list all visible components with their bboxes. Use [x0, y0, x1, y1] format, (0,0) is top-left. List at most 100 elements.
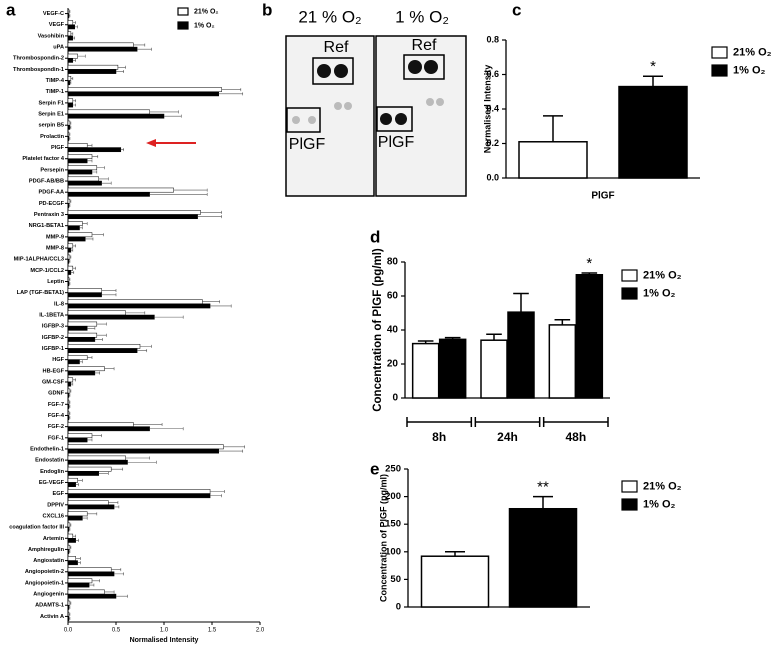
error-bar [513, 292, 529, 313]
error-bar [87, 438, 93, 442]
panel-label: a [6, 0, 16, 19]
bar [67, 136, 70, 141]
error-bar [92, 579, 100, 583]
error-bar [218, 92, 244, 96]
bar [67, 232, 93, 238]
y-tick-label: Angiogenin [33, 592, 64, 598]
y-tick-label: uPA [53, 45, 64, 51]
y-tick-label: GDNF [48, 391, 64, 397]
error-bar [87, 326, 96, 330]
error-bar [72, 21, 76, 25]
y-tick-label: Angiopoietin-2 [25, 569, 64, 575]
bar [67, 415, 70, 420]
bar [67, 292, 102, 298]
bar [67, 191, 150, 197]
spot [344, 102, 352, 110]
arrow-head [146, 139, 156, 147]
bar [67, 165, 98, 171]
bar [67, 254, 71, 260]
y-tick-label: 0.6 [486, 69, 499, 79]
error-bar [75, 538, 79, 542]
legend-label: 1% O₂ [194, 22, 215, 29]
bar [67, 593, 117, 599]
error-bar [87, 512, 98, 516]
error-bar [68, 404, 71, 408]
bar [67, 281, 70, 287]
y-tick-label: 0.2 [486, 138, 499, 148]
legend-swatch [711, 64, 728, 77]
error-bar [154, 315, 184, 319]
membrane-title: 21 % O₂ [298, 7, 361, 26]
error-bar [200, 210, 222, 214]
bar [67, 515, 83, 521]
spot [317, 64, 331, 78]
bar [67, 493, 211, 499]
bar [67, 410, 70, 416]
error-bar [74, 25, 78, 29]
y-tick-label: ADAMTS-1 [35, 603, 64, 609]
error-bar [72, 266, 76, 270]
bar [67, 20, 74, 25]
plgf-label: PlGF [378, 134, 415, 151]
bar [438, 338, 467, 399]
error-bar [72, 244, 76, 248]
bar [67, 236, 86, 242]
bar [67, 46, 138, 52]
bar [67, 57, 74, 63]
error-bar [69, 601, 72, 605]
error-bar [68, 605, 71, 609]
bar [67, 124, 71, 130]
bar [67, 325, 88, 331]
bar [67, 158, 88, 164]
error-bar [68, 411, 71, 415]
error-bar [70, 76, 74, 80]
error-bar [486, 333, 502, 341]
bar [67, 225, 80, 231]
bar [508, 507, 578, 608]
ref-label: Ref [412, 37, 437, 54]
bar [411, 342, 440, 399]
y-tick-label: 100 [385, 546, 401, 557]
error-bar [173, 188, 208, 192]
x-tick-label: 1.5 [208, 628, 217, 634]
bar [67, 176, 99, 182]
bar [67, 589, 105, 595]
bar [67, 571, 115, 577]
error-bar [114, 505, 120, 509]
bar [67, 471, 99, 476]
bar [67, 35, 74, 41]
x-tick-label: 24h [497, 430, 518, 444]
error-bar [72, 534, 76, 538]
error-bar [68, 9, 71, 13]
error-bar [68, 416, 71, 420]
error-bar [221, 88, 242, 92]
y-tick-label: MIP-1ALPHA/CCL3 [14, 257, 64, 263]
y-tick-label: IL-8 [54, 301, 64, 307]
y-tick-label: 50 [390, 574, 401, 585]
legend-label: 1% O₂ [733, 64, 766, 76]
y-tick-label: 40 [387, 325, 399, 336]
category-bracket [474, 417, 541, 427]
panel-label: b [262, 0, 272, 19]
error-bar [149, 192, 208, 196]
bar [67, 76, 72, 81]
legend-swatch [621, 498, 638, 511]
y-tick-label: Thrombospondin-1 [13, 67, 64, 73]
bar [67, 102, 74, 108]
spot [436, 98, 444, 106]
spot [426, 98, 434, 106]
bar [67, 109, 150, 115]
error-bar [554, 319, 571, 325]
y-tick-label: Serpin F1 [39, 100, 65, 106]
y-tick-label: IGFBP-1 [42, 346, 64, 352]
bar [67, 444, 224, 450]
x-tick-label: 2.0 [256, 628, 265, 634]
error-bar [137, 349, 148, 353]
y-tick-label: FGF-7 [48, 402, 64, 408]
bar [67, 355, 88, 360]
bar [67, 9, 70, 14]
error-bar [82, 222, 88, 226]
error-bar [120, 148, 124, 152]
bar [507, 311, 535, 399]
legend-label: 21% O₂ [194, 8, 219, 15]
